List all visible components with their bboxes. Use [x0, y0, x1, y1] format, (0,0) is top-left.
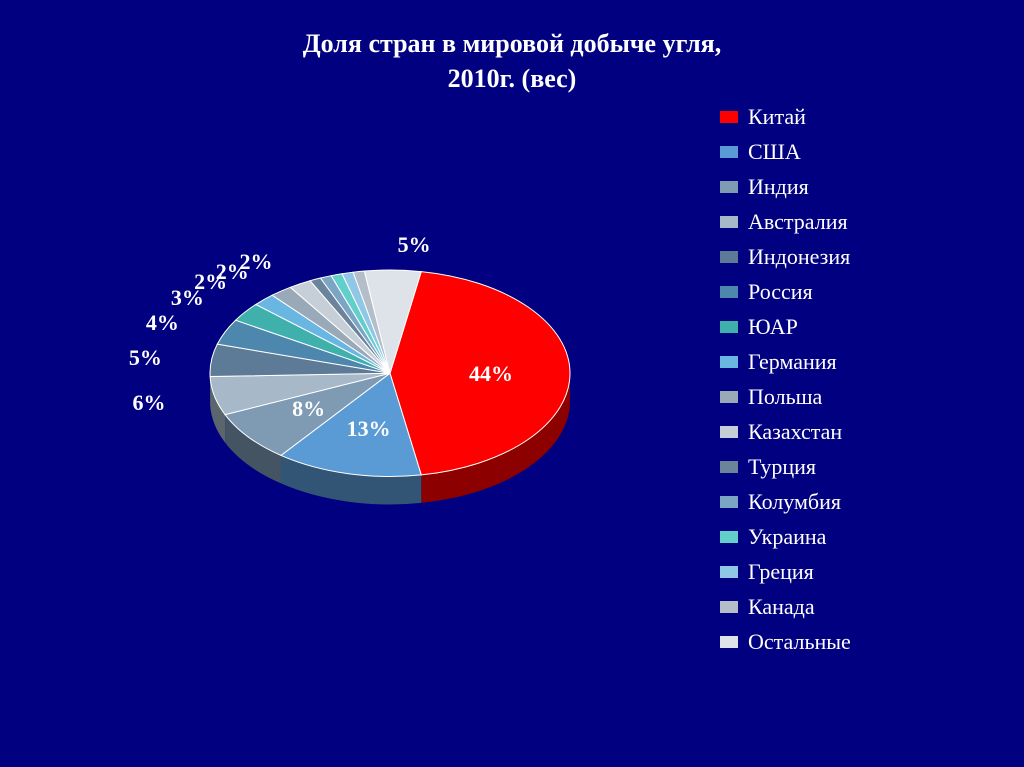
- legend-swatch: [720, 601, 738, 613]
- legend-item: Россия: [720, 281, 1000, 303]
- legend-label: Польша: [748, 386, 822, 408]
- legend-swatch: [720, 181, 738, 193]
- pie-pct-label: 8%: [292, 396, 325, 422]
- legend-label: ЮАР: [748, 316, 798, 338]
- legend-swatch: [720, 356, 738, 368]
- legend-label: Германия: [748, 351, 837, 373]
- legend-swatch: [720, 496, 738, 508]
- pie-chart: 44%13%8%6%5%4%3%2%2%2%5%: [130, 190, 670, 610]
- legend-item: Греция: [720, 561, 1000, 583]
- legend-swatch: [720, 146, 738, 158]
- legend-item: Украина: [720, 526, 1000, 548]
- legend-item: ЮАР: [720, 316, 1000, 338]
- legend-item: Индия: [720, 176, 1000, 198]
- legend-label: Остальные: [748, 631, 851, 653]
- legend-item: США: [720, 141, 1000, 163]
- pie-pct-label: 5%: [129, 345, 162, 371]
- legend-label: Россия: [748, 281, 813, 303]
- legend-label: Индия: [748, 176, 809, 198]
- pie-pct-label: 5%: [398, 232, 431, 258]
- pie-pct-label: 13%: [347, 416, 391, 442]
- legend-swatch: [720, 321, 738, 333]
- legend-swatch: [720, 216, 738, 228]
- legend-label: Турция: [748, 456, 816, 478]
- legend-label: Греция: [748, 561, 814, 583]
- pie-pct-label: 2%: [240, 249, 273, 275]
- pie-pct-label: 6%: [133, 390, 166, 416]
- legend-label: Индонезия: [748, 246, 850, 268]
- legend-label: Колумбия: [748, 491, 841, 513]
- legend-label: Канада: [748, 596, 815, 618]
- legend-swatch: [720, 111, 738, 123]
- legend-item: Австралия: [720, 211, 1000, 233]
- pie-pct-label: 44%: [469, 361, 513, 387]
- legend-item: Казахстан: [720, 421, 1000, 443]
- pie-svg: [190, 250, 590, 524]
- legend-swatch: [720, 461, 738, 473]
- legend-item: Германия: [720, 351, 1000, 373]
- legend: Китай США Индия Австралия Индонезия Россия ЮАР…: [720, 106, 1000, 666]
- legend-label: Казахстан: [748, 421, 842, 443]
- legend-item: Китай: [720, 106, 1000, 128]
- legend-swatch: [720, 286, 738, 298]
- legend-swatch: [720, 566, 738, 578]
- legend-item: Колумбия: [720, 491, 1000, 513]
- legend-swatch: [720, 636, 738, 648]
- legend-swatch: [720, 426, 738, 438]
- legend-item: Индонезия: [720, 246, 1000, 268]
- legend-label: США: [748, 141, 801, 163]
- legend-label: Китай: [748, 106, 806, 128]
- legend-swatch: [720, 251, 738, 263]
- legend-item: Турция: [720, 456, 1000, 478]
- legend-label: Австралия: [748, 211, 848, 233]
- legend-item: Польша: [720, 386, 1000, 408]
- legend-label: Украина: [748, 526, 826, 548]
- chart-title: Доля стран в мировой добыче угля, 2010г.…: [0, 26, 1024, 96]
- slide: Доля стран в мировой добыче угля, 2010г.…: [0, 0, 1024, 767]
- legend-swatch: [720, 391, 738, 403]
- legend-item: Остальные: [720, 631, 1000, 653]
- pie-pct-label: 4%: [146, 310, 179, 336]
- legend-swatch: [720, 531, 738, 543]
- legend-item: Канада: [720, 596, 1000, 618]
